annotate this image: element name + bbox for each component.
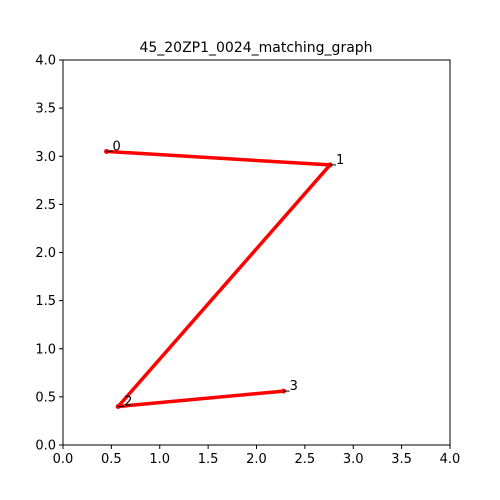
x-tick-label: 3.5 [391,452,412,467]
edge-line [106,149,331,167]
x-tick-label: 2.0 [246,452,267,467]
chart-title: 45_20ZP1_0024_matching_graph [139,40,372,56]
x-tick-label: 0.0 [53,452,74,467]
y-tick-label: 2.5 [35,198,56,213]
y-tick-label: 1.0 [35,342,56,357]
node-label: 3 [290,379,298,394]
x-tick-label: 4.0 [440,452,461,467]
x-tick-label: 1.5 [198,452,219,467]
y-axis: 0.0 0.5 1.0 1.5 2.0 2.5 3.0 3.5 4.0 [35,54,63,454]
y-tick-label: 0.5 [35,390,56,405]
y-tick-label: 3.0 [35,150,56,165]
y-tick-label: 2.0 [35,246,56,261]
x-tick-label: 1.0 [149,452,170,467]
y-tick-label: 1.5 [35,294,56,309]
x-axis: 0.0 0.5 1.0 1.5 2.0 2.5 3.0 3.5 4.0 [53,445,461,467]
x-tick-label: 0.5 [101,452,122,467]
edges-layer [106,149,332,409]
node-label: 0 [113,139,121,154]
node-label: 2 [124,395,132,410]
edge-line [116,163,332,408]
y-tick-label: 4.0 [35,54,56,69]
nodes-layer: 0 1 2 3 [104,139,344,410]
plot-area-frame [62,59,451,446]
x-tick-label: 3.0 [343,452,364,467]
node-label: 1 [336,153,344,168]
y-tick-label: 3.5 [35,102,56,117]
x-tick-label: 2.5 [295,452,316,467]
edge-line [117,389,284,409]
y-tick-label: 0.0 [35,439,56,454]
